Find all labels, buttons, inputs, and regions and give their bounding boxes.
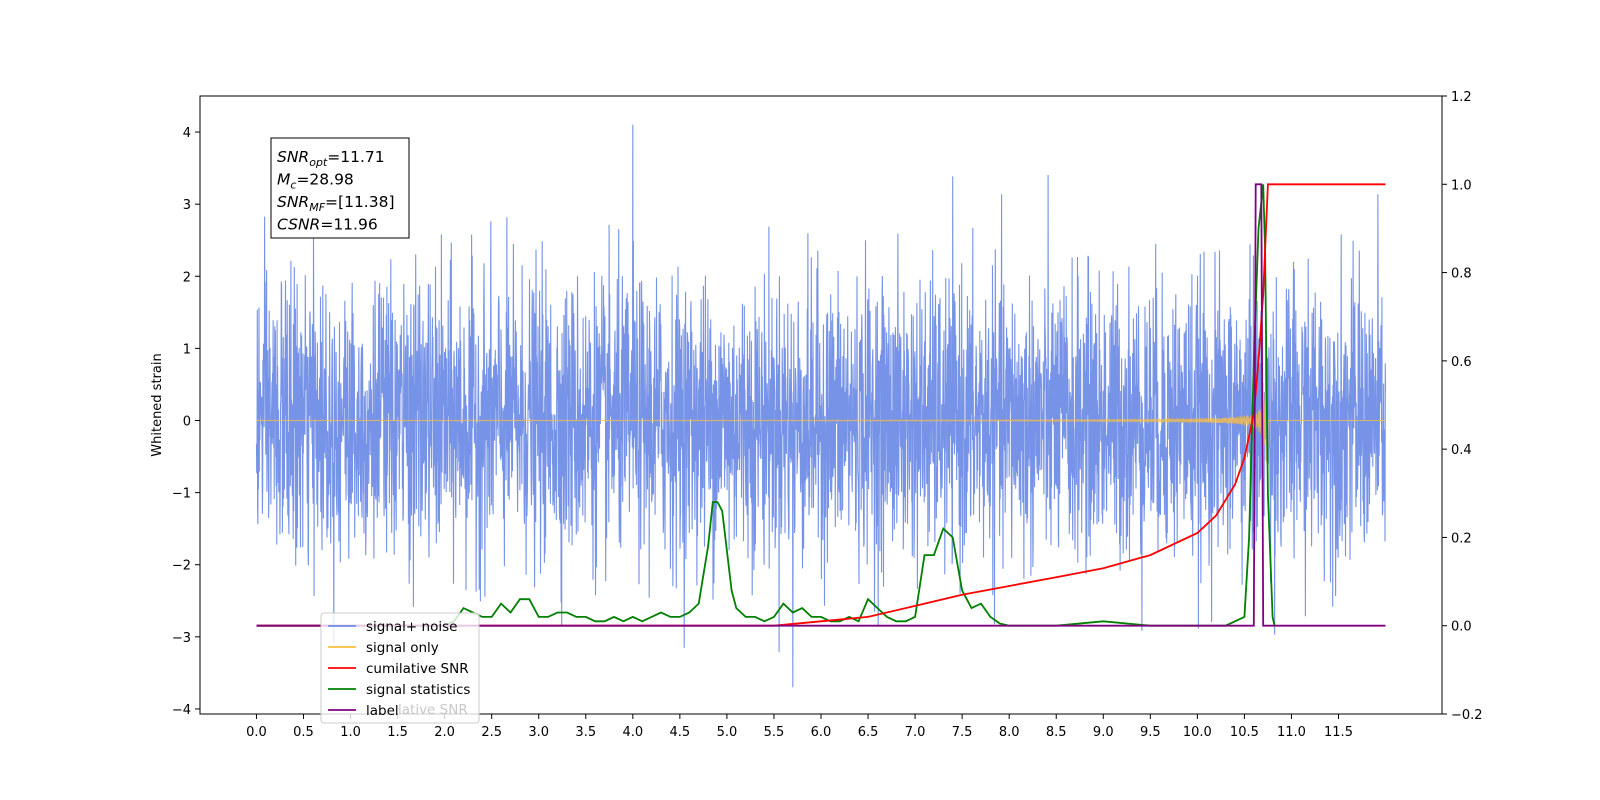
- y-right-tick-label: 0.2: [1451, 531, 1472, 546]
- y-left-tick-label: 1: [183, 342, 191, 357]
- annotation-line: SNRMF=[11.38]: [277, 193, 395, 214]
- y-right-tick-label: 0.4: [1451, 443, 1472, 458]
- x-tick-label: 4.0: [622, 725, 643, 740]
- annotation-symbol: CSNR: [277, 216, 320, 234]
- annotation-subscript: c: [290, 179, 296, 192]
- legend: signal+ noise signal only cumilative SNR si…: [320, 612, 480, 724]
- plot-area: [199, 95, 1443, 715]
- x-tick-label: 8.0: [999, 725, 1020, 740]
- series-layer: [255, 124, 1387, 688]
- x-tick-label: 2.5: [481, 725, 502, 740]
- y-right-tick-label: 0.6: [1451, 355, 1472, 370]
- x-axis: 0.0 0.5 1.0 1.5 2.0 2.5 3.0 3.5 4.0 4.5 5.0 5.5 6.0 6…: [246, 714, 1353, 740]
- x-tick-label: 1.0: [340, 725, 361, 740]
- x-tick-label: 8.5: [1046, 725, 1067, 740]
- legend-label: cumilative SNR: [366, 661, 469, 677]
- annotation-subscript: MF: [309, 201, 325, 214]
- y-left-tick-label: −1: [172, 487, 191, 502]
- x-tick-label: 7.0: [905, 725, 926, 740]
- series-signal-noise-line: [255, 124, 1387, 688]
- y-right-tick-label: 0.0: [1451, 620, 1472, 635]
- y-left-tick-label: 3: [183, 198, 191, 213]
- legend-label: signal only: [366, 640, 439, 656]
- annotation-symbol: SNR: [277, 193, 309, 211]
- x-tick-label: 1.5: [387, 725, 408, 740]
- annotation-symbol: M: [277, 171, 290, 189]
- annotation-symbol: SNR: [277, 148, 309, 166]
- series-label-line: [256, 183, 1386, 627]
- y-left-tick-label: −4: [172, 703, 191, 718]
- annotation-line: Mc=28.98: [277, 171, 354, 192]
- y-left-tick-label: −3: [172, 631, 191, 646]
- annotation-box: SNRopt=11.71Mc=28.98SNRMF=[11.38]CSNR=11…: [270, 137, 410, 239]
- annotation-line: CSNR=11.96: [277, 216, 378, 234]
- y-right-tick-label: 0.8: [1451, 267, 1472, 282]
- y-axis-label: Whitened strain: [150, 353, 165, 456]
- x-tick-label: 3.5: [575, 725, 596, 740]
- x-tick-label: 7.5: [952, 725, 973, 740]
- x-tick-label: 10.0: [1183, 725, 1212, 740]
- x-tick-label: 9.0: [1093, 725, 1114, 740]
- annotation-value: =11.71: [327, 148, 384, 166]
- y-left-tick-label: 0: [183, 415, 191, 430]
- y-left-tick-label: −2: [172, 559, 191, 574]
- x-tick-label: 3.0: [528, 725, 549, 740]
- annotation-value: =11.96: [320, 216, 377, 234]
- annotation-line: SNRopt=11.71: [277, 148, 385, 169]
- series-signal-only-line: [256, 391, 1386, 463]
- legend-label: signal statistics: [366, 682, 470, 698]
- x-tick-label: 10.5: [1230, 725, 1259, 740]
- annotation-frame: [270, 137, 410, 239]
- legend-frame: [320, 612, 480, 724]
- y-left-axis: 4 3 2 1 0 −1 −2 −3 −4: [172, 126, 200, 718]
- y-right-axis: 1.2 1.0 0.8 0.6 0.4 0.2 0.0 −0.2: [1442, 90, 1483, 723]
- x-tick-label: 2.0: [434, 725, 455, 740]
- y-right-tick-label: 1.2: [1451, 90, 1472, 105]
- annotation-value: =[11.38]: [325, 193, 394, 211]
- legend-label: label: [366, 703, 399, 719]
- annotation-subscript: opt: [309, 156, 328, 169]
- annotation-value: =28.98: [296, 171, 353, 189]
- x-tick-label: 11.5: [1324, 725, 1353, 740]
- x-tick-label: 6.0: [811, 725, 832, 740]
- y-right-tick-label: 1.0: [1451, 178, 1472, 193]
- legend-label: signal+ noise: [366, 619, 457, 635]
- x-tick-label: 0.5: [293, 725, 314, 740]
- x-tick-label: 6.5: [858, 725, 879, 740]
- y-right-tick-label: −0.2: [1451, 708, 1483, 723]
- x-tick-label: 9.5: [1140, 725, 1161, 740]
- y-left-tick-label: 4: [183, 126, 191, 141]
- x-tick-label: 0.0: [246, 725, 267, 740]
- x-tick-label: 5.0: [717, 725, 738, 740]
- x-tick-label: 11.0: [1277, 725, 1306, 740]
- x-tick-label: 5.5: [764, 725, 785, 740]
- legend-overlap-text: lative SNR: [398, 702, 468, 718]
- x-tick-label: 4.5: [670, 725, 691, 740]
- y-left-tick-label: 2: [183, 270, 191, 285]
